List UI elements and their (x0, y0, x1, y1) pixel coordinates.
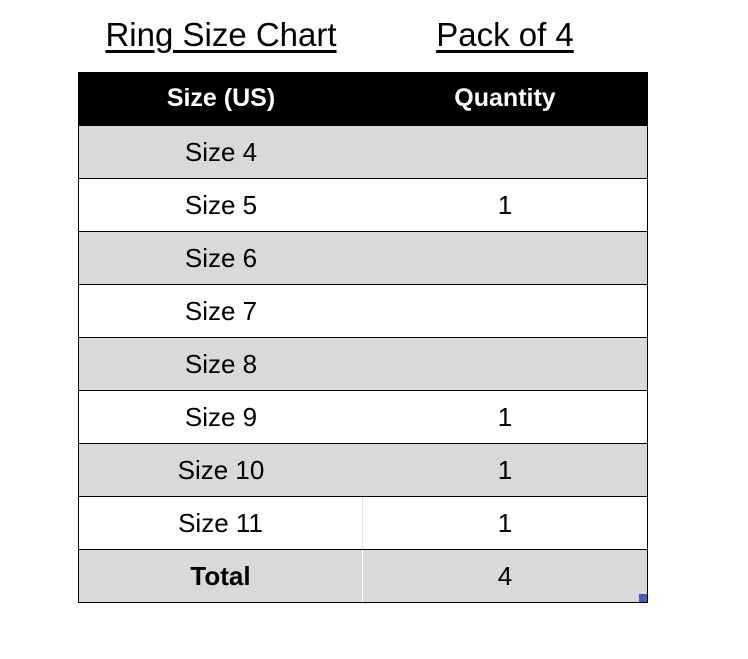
header-size[interactable]: Size (US) (166, 84, 276, 112)
size-cell[interactable]: Size 7 (184, 295, 258, 326)
table-row: Size 7 (79, 284, 647, 337)
quantity-cell[interactable] (363, 285, 647, 337)
total-row: Total 4 (79, 549, 647, 602)
quantity-cell[interactable] (363, 126, 647, 178)
total-quantity[interactable]: 4 (497, 560, 513, 591)
size-cell[interactable]: Size 5 (184, 189, 258, 220)
quantity-cell[interactable]: 1 (497, 401, 513, 432)
table-row: Size 5 1 (79, 178, 647, 231)
table-row: Size 10 1 (79, 443, 647, 496)
size-cell[interactable]: Size 4 (184, 136, 258, 167)
size-cell[interactable]: Size 6 (184, 242, 258, 273)
table-row: Size 8 (79, 337, 647, 390)
quantity-cell[interactable]: 1 (497, 454, 513, 485)
total-label[interactable]: Total (79, 550, 363, 602)
table-row: Size 6 (79, 231, 647, 284)
ring-size-table: Size (US) Quantity Size 4 Size 5 1 Size … (78, 72, 648, 603)
pack-title: Pack of 4 (436, 16, 574, 53)
quantity-cell[interactable]: 1 (497, 507, 513, 538)
table-row: Size 4 (79, 125, 647, 178)
table-header-row: Size (US) Quantity (79, 72, 647, 125)
size-cell[interactable]: Size 10 (177, 454, 265, 485)
quantity-cell[interactable]: 1 (497, 189, 513, 220)
header-quantity[interactable]: Quantity (454, 84, 556, 112)
quantity-cell[interactable] (363, 338, 647, 390)
size-cell[interactable]: Size 11 (79, 497, 363, 549)
table-row: Size 11 1 (79, 496, 647, 549)
table-row: Size 9 1 (79, 390, 647, 443)
size-cell[interactable]: Size 9 (184, 401, 258, 432)
quantity-cell[interactable] (363, 232, 647, 284)
ring-size-chart-title: Ring Size Chart (105, 16, 337, 53)
size-cell[interactable]: Size 8 (184, 348, 258, 379)
selection-fill-handle[interactable] (639, 594, 647, 602)
